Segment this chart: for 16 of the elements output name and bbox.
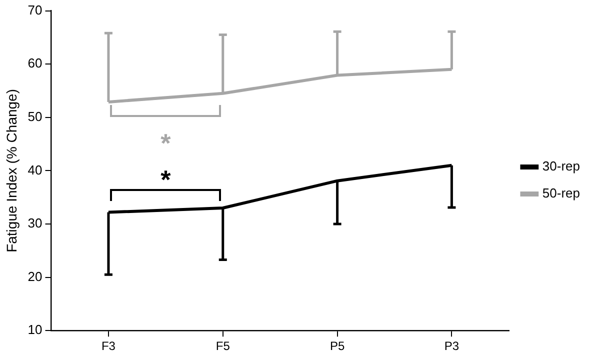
x-tick-label: P3 bbox=[444, 339, 460, 354]
annotation: * bbox=[160, 128, 172, 158]
y-axis-title: Fatigue Index (% Change) bbox=[3, 88, 20, 252]
x-tick-label: P5 bbox=[330, 339, 345, 354]
x-tick-label: F5 bbox=[216, 339, 230, 354]
y-tick-label: 30 bbox=[28, 216, 42, 231]
y-tick-label: 70 bbox=[28, 2, 42, 18]
y-tick-label: 20 bbox=[28, 268, 42, 284]
y-tick-label: 50 bbox=[28, 108, 42, 124]
x-tick-label: F3 bbox=[101, 339, 116, 354]
annotation: * bbox=[160, 164, 172, 195]
y-tick-label: 60 bbox=[28, 56, 42, 71]
y-tick-label: 40 bbox=[28, 162, 42, 178]
legend-label: 30-rep bbox=[542, 158, 580, 174]
y-tick-label: 10 bbox=[28, 322, 42, 338]
legend-label: 50-rep bbox=[542, 186, 580, 201]
